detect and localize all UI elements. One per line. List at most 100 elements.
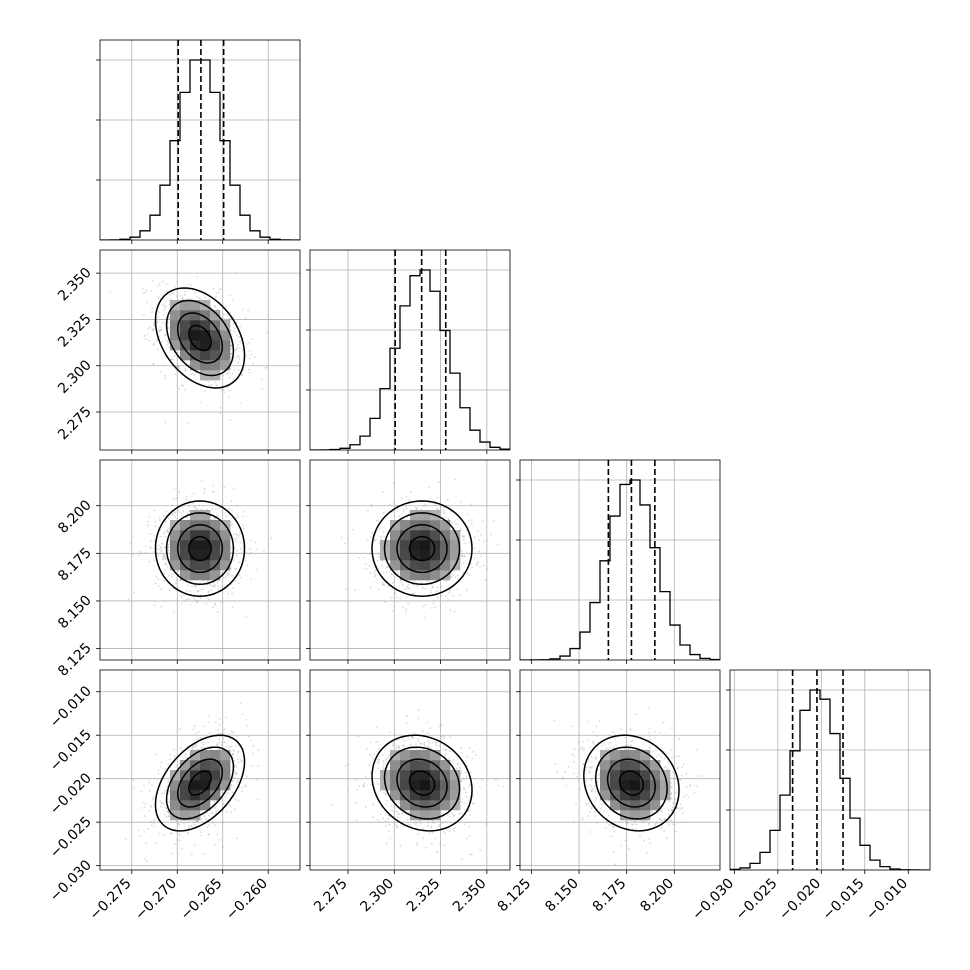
scatter-point [461,535,464,538]
scatter-point [430,825,432,827]
scatter-point [231,373,234,375]
scatter-point [140,807,142,809]
scatter-point [238,357,241,360]
scatter-point [137,829,140,831]
density-cell [200,360,211,371]
scatter-point [150,290,153,292]
scatter-point [383,791,385,794]
scatter-point [214,295,217,298]
scatter-point [420,742,423,745]
scatter-point [238,574,241,577]
scatter-point [395,596,398,599]
contour-line [408,535,436,562]
scatter-point [177,822,180,825]
scatter-point [443,844,446,847]
scatter-point [181,296,184,299]
scatter-point [232,753,235,755]
scatter-point [163,305,166,307]
scatter-point [402,508,405,511]
density-cell [210,780,221,791]
scatter-point [183,388,186,391]
scatter-point [171,832,174,835]
scatter-point [429,727,432,730]
scatter-point [452,762,454,765]
scatter-point [383,601,386,603]
scatter-point [472,751,474,753]
scatter-point [382,583,385,586]
scatter-point [150,805,153,807]
scatter-point [448,830,451,833]
y-tick-label: 2.300 [55,357,95,397]
scatter-point [405,505,407,508]
scatter-point [175,579,178,581]
scatter-point [190,825,192,827]
scatter-point [238,534,241,537]
scatter-point [374,741,377,743]
scatter-point [374,575,376,578]
scatter-point [428,486,431,489]
scatter-point [492,520,495,522]
scatter-point [396,801,398,804]
panel-2-2 [516,459,721,664]
scatter-point [193,725,196,727]
scatter-point [191,585,193,587]
scatter-point [162,555,165,557]
scatter-point [648,823,650,826]
scatter-point [464,771,467,774]
scatter-point [263,549,265,552]
scatter-point [140,552,143,555]
scatter-point [146,520,149,523]
density-cell [200,780,211,791]
scatter-point [422,730,424,733]
scatter-point [174,511,177,514]
scatter-point [234,567,237,570]
scatter-point [365,568,368,571]
density-cell [220,560,231,571]
scatter-point [176,839,179,841]
scatter-point [195,732,198,735]
scatter-point [457,574,459,577]
scatter-point [178,833,181,836]
scatter-point [147,827,150,830]
scatter-point [227,385,230,388]
scatter-point [245,343,248,345]
density-cell [420,770,431,781]
scatter-point [466,755,469,758]
scatter-point [165,510,168,513]
scatter-point [241,374,244,377]
scatter-point [206,584,209,586]
scatter-point [206,826,209,829]
panel-content [310,460,514,660]
scatter-point [439,595,442,598]
density-cell [390,770,401,781]
scatter-point [366,539,369,541]
scatter-point [432,832,434,834]
scatter-point [212,821,214,824]
scatter-point [221,791,224,793]
scatter-point [467,520,470,522]
scatter-point [167,810,170,813]
scatter-point [401,583,404,586]
density-cell [180,800,191,811]
scatter-point [470,503,473,505]
scatter-point [252,752,254,755]
scatter-point [512,496,514,498]
scatter-point [197,590,200,592]
scatter-point [168,326,171,329]
scatter-point [174,373,177,376]
scatter-point [388,570,391,573]
scatter-point [169,753,172,756]
scatter-point [411,736,414,739]
scatter-point [437,825,440,828]
density-cell [180,350,191,361]
scatter-point [236,549,239,552]
scatter-point [235,837,238,840]
scatter-point [441,812,444,814]
scatter-point [160,542,163,545]
scatter-point [382,490,384,493]
density-cell [170,780,181,791]
panel-3-2 [516,669,721,874]
scatter-point [167,517,170,519]
scatter-point [164,307,166,310]
scatter-point [383,535,385,538]
